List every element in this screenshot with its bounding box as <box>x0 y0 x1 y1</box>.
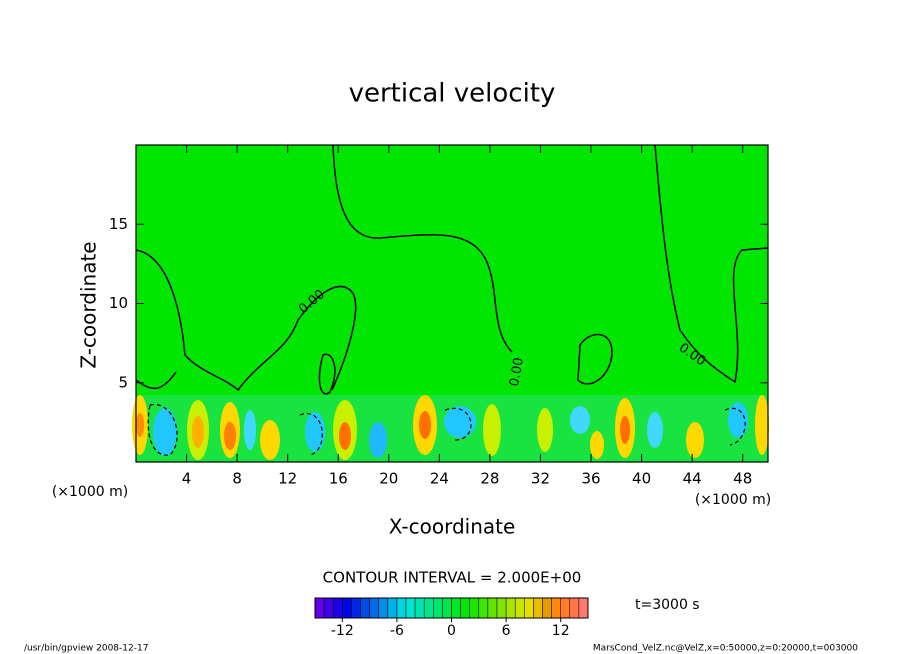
colorbar-segment <box>405 597 416 619</box>
colorbar-segment <box>496 597 507 619</box>
y-axis-label: Z-coordinate <box>77 241 101 368</box>
colorbar-segment <box>505 597 516 619</box>
footer-right: MarsCond_VelZ.nc@VelZ,x=0:50000,z=0:2000… <box>593 644 858 654</box>
contour-line <box>318 353 336 395</box>
colorbar-segment <box>442 597 452 619</box>
colorbar-segment <box>569 597 580 619</box>
x-axis-label: X-coordinate <box>389 515 516 539</box>
contour-line <box>299 412 323 456</box>
colorbar-segment <box>478 597 489 619</box>
colorbar-segment <box>560 597 571 619</box>
x-unit: (×1000 m) <box>695 492 771 508</box>
contour-line <box>577 333 613 385</box>
colorbar-segment <box>351 597 361 619</box>
colorbar-segment <box>433 597 443 619</box>
x-tick-label: 16 <box>329 470 348 488</box>
y-tick-label: 10 <box>109 294 128 312</box>
colorbar-segment <box>387 597 398 619</box>
colorbar-tick-label: 12 <box>552 623 570 639</box>
colorbar-tick-label: 6 <box>502 623 511 639</box>
colorbar-tick-label: 0 <box>447 623 456 639</box>
contour-line <box>444 407 472 441</box>
contour-label: 0.00 <box>507 356 527 387</box>
colorbar-segment <box>533 597 543 619</box>
colorbar-segment <box>423 597 434 619</box>
colorbar-segment <box>542 597 552 619</box>
contour-line <box>332 144 513 353</box>
time-label: t=3000 s <box>635 597 700 613</box>
y-tick-label: 5 <box>118 373 128 391</box>
contour-line <box>724 407 746 446</box>
y-tick-label: 15 <box>109 215 128 233</box>
colorbar-segment <box>551 597 561 619</box>
contour-line <box>654 144 769 384</box>
colorbar-segment <box>514 597 525 619</box>
x-tick-label: 4 <box>182 470 192 488</box>
x-tick-label: 32 <box>531 470 550 488</box>
colorbar-segment <box>378 597 389 619</box>
x-tick-label: 8 <box>232 470 242 488</box>
colorbar-segment <box>342 597 352 619</box>
footer-left: /usr/bin/gpview 2008-12-17 <box>24 644 148 654</box>
colorbar-segment <box>487 597 498 619</box>
colorbar-segment <box>360 597 370 619</box>
contour-line <box>147 404 178 456</box>
x-tick-label: 48 <box>733 470 752 488</box>
x-tick-label: 12 <box>278 470 297 488</box>
colorbar-segment <box>414 597 425 619</box>
contour-field: 0.00 0.00 0.00 <box>132 144 769 463</box>
colorbar-segment <box>451 597 461 619</box>
x-tick-label: 20 <box>379 470 398 488</box>
colorbar-segment <box>524 597 534 619</box>
colorbar-segment <box>314 597 325 619</box>
x-tick-label: 28 <box>480 470 499 488</box>
x-tick-label: 40 <box>632 470 651 488</box>
contour-line <box>135 249 357 392</box>
colorbar-tick-label: -6 <box>390 623 404 639</box>
x-tick-label: 44 <box>683 470 702 488</box>
colorbar-segment <box>369 597 379 619</box>
colorbar-segment <box>332 597 343 619</box>
y-unit: (×1000 m) <box>52 484 128 500</box>
colorbar-segment <box>578 597 589 619</box>
field-blobs <box>132 395 769 460</box>
x-tick-label: 24 <box>430 470 449 488</box>
x-tick-label: 36 <box>581 470 600 488</box>
colorbar-tick-label: -12 <box>331 623 354 639</box>
colorbar-segment <box>460 597 470 619</box>
colorbar-segment <box>323 597 334 619</box>
colorbar-segment <box>396 597 407 619</box>
contour-interval: CONTOUR INTERVAL = 2.000E+00 <box>323 569 582 587</box>
colorbar-segment <box>469 597 480 619</box>
chart-title: vertical velocity <box>349 79 556 109</box>
